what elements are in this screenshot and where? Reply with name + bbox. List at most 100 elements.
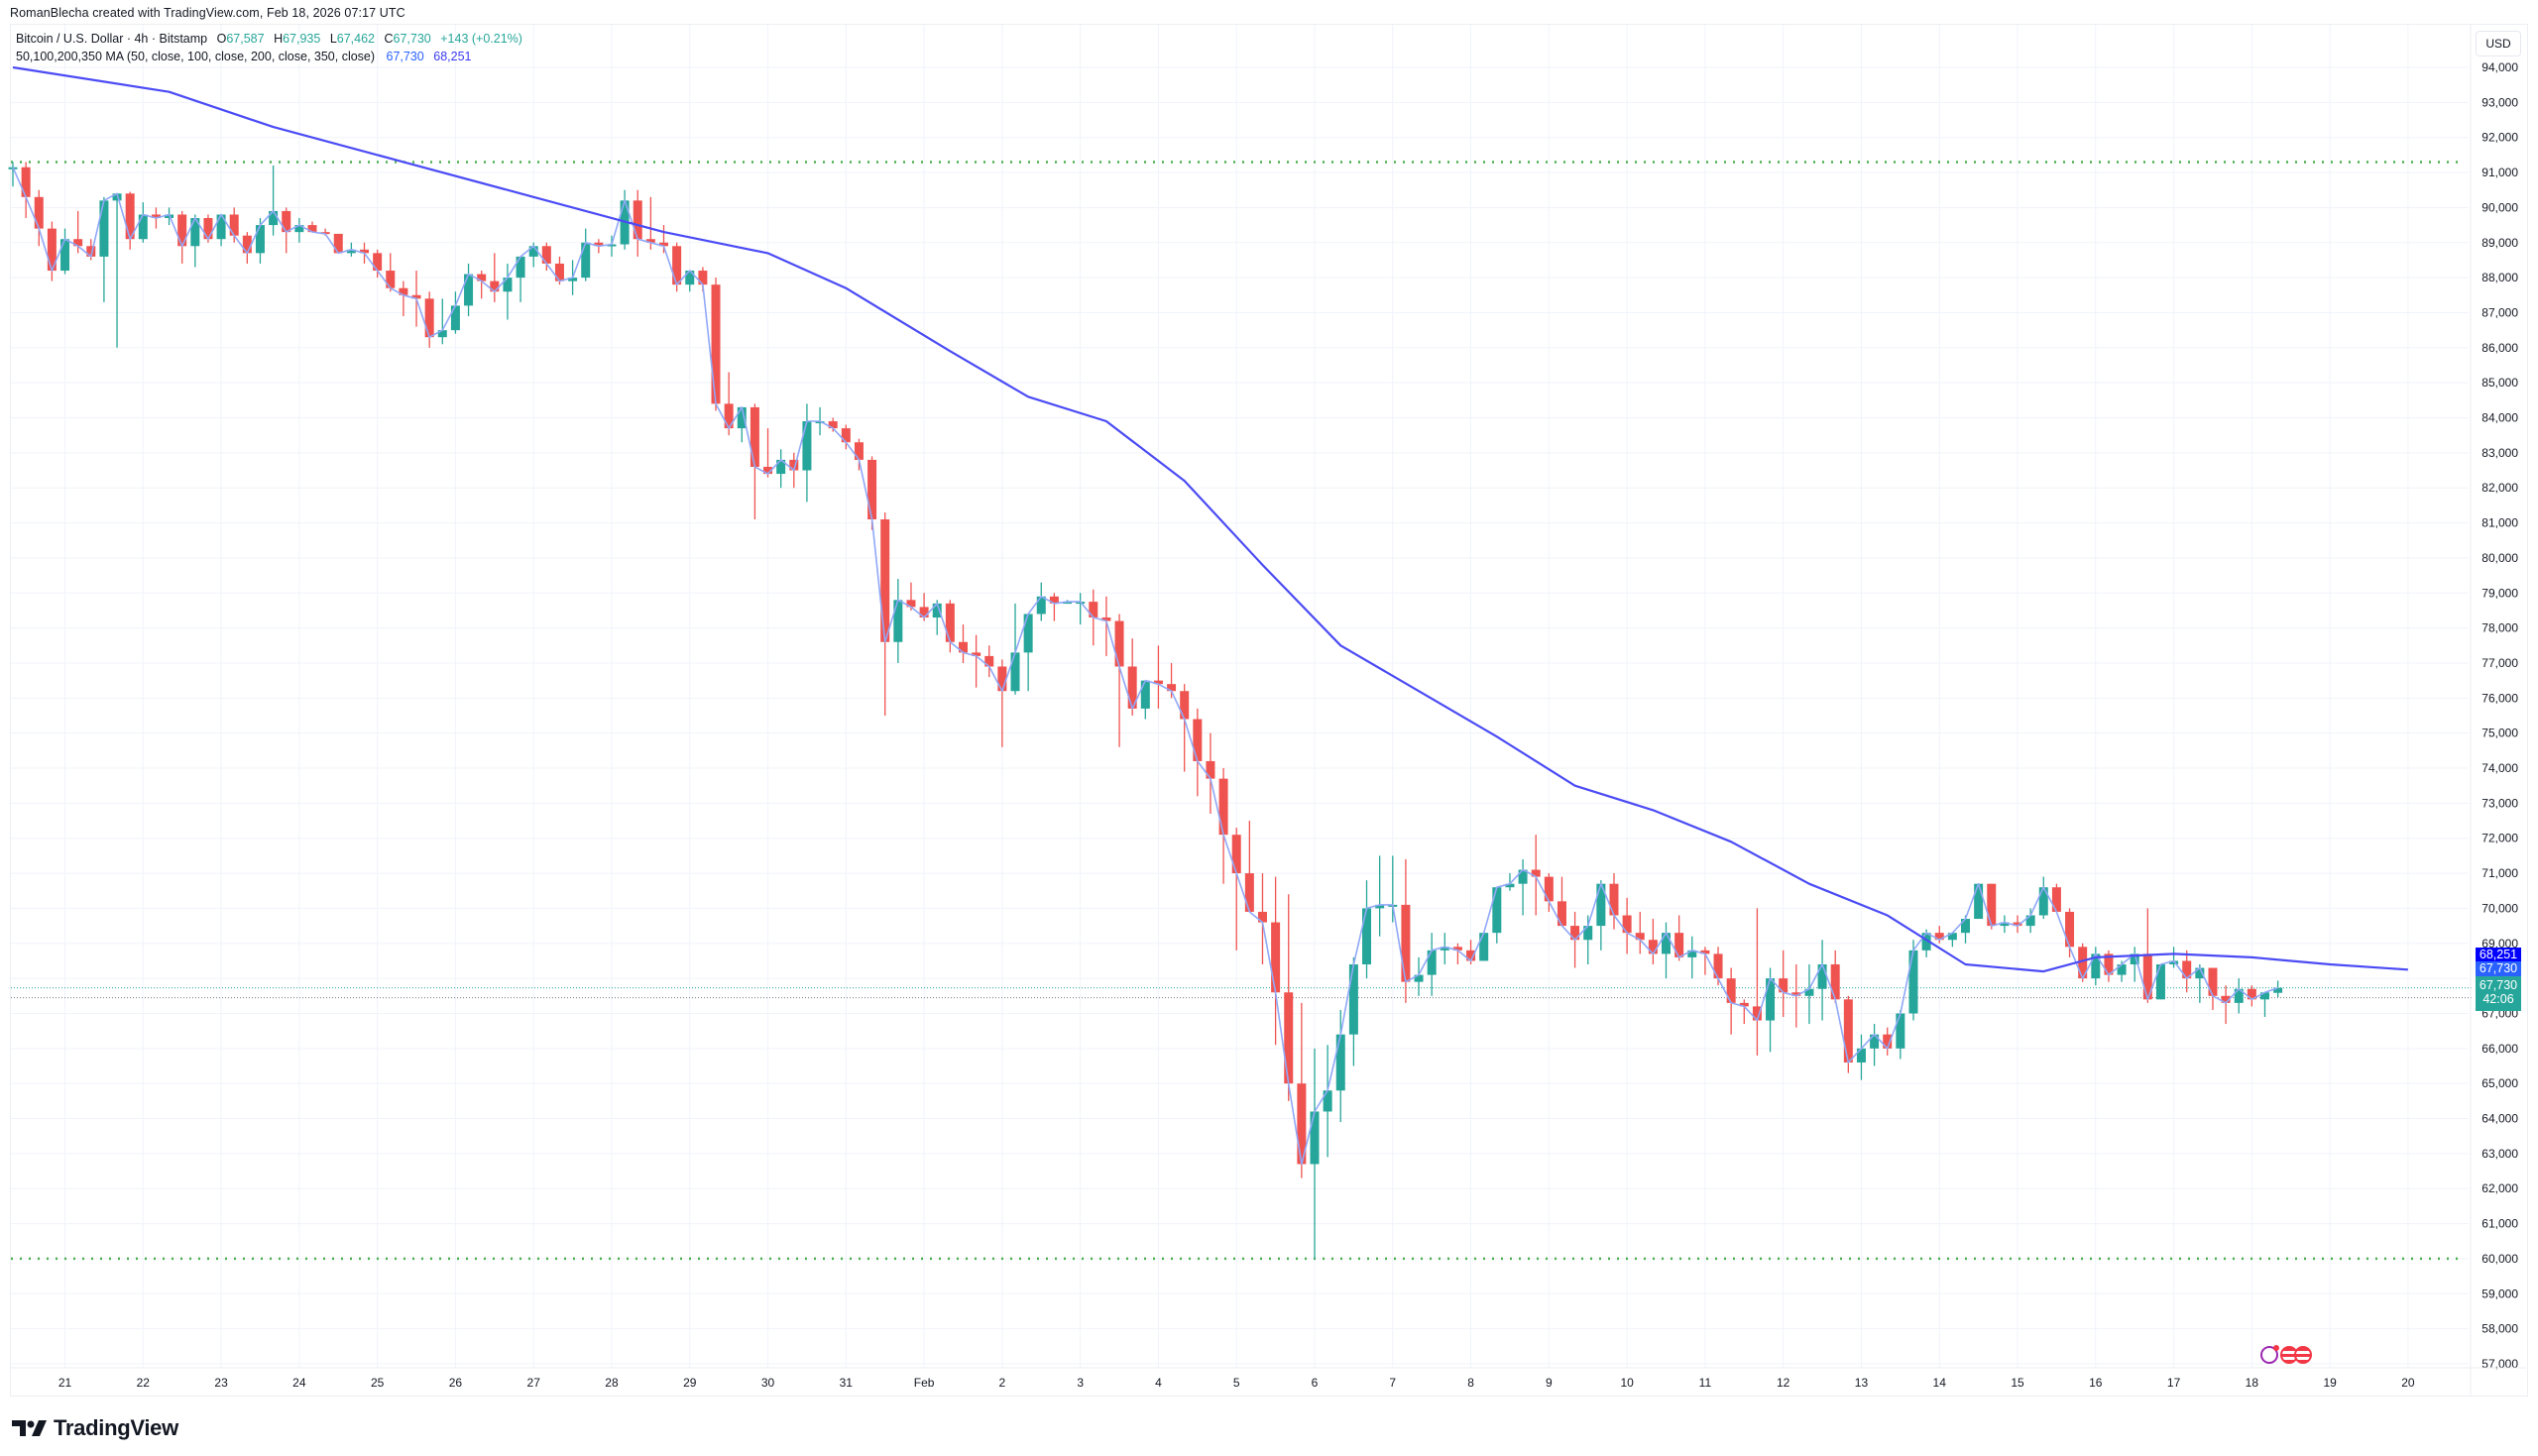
candle	[1609, 873, 1619, 930]
candle	[2234, 978, 2244, 1014]
candle	[242, 232, 252, 264]
candle	[724, 372, 734, 436]
candle	[763, 428, 773, 478]
price-tick-label: 79,000	[2481, 586, 2518, 600]
time-tick-label: 11	[1699, 1376, 1712, 1390]
candle	[2000, 915, 2010, 934]
candle	[1180, 684, 1190, 772]
grid-lines	[11, 25, 2469, 1368]
candle	[1231, 828, 1241, 951]
close-value: 67,730	[393, 32, 431, 46]
time-tick-label: 2	[999, 1376, 1006, 1390]
symbol-legend-row[interactable]: Bitcoin / U.S. Dollar · 4h · Bitstamp O6…	[16, 30, 522, 48]
time-tick-label: 29	[683, 1376, 697, 1390]
candle	[1335, 1009, 1345, 1123]
time-tick-label: 8	[1467, 1376, 1474, 1390]
horizontal-levels	[11, 161, 2474, 1261]
candle	[1662, 922, 1672, 979]
bar-countdown: 42:06	[2482, 992, 2514, 1006]
candle	[190, 214, 200, 268]
us-flag-event-icon-2[interactable]	[2294, 1346, 2312, 1364]
ma-350-line	[12, 65, 2408, 973]
candle	[1596, 880, 1606, 951]
candle	[2169, 947, 2179, 968]
candle	[854, 438, 864, 471]
time-tick-label: 31	[840, 1376, 854, 1390]
tradingview-logo[interactable]: TradingView	[12, 1415, 178, 1441]
event-markers	[2260, 1345, 2312, 1364]
candle	[1635, 911, 1645, 954]
candle	[1218, 768, 1228, 884]
candle	[1153, 645, 1163, 709]
close-label: C	[384, 32, 394, 46]
candle	[112, 193, 122, 348]
candle	[1870, 1024, 1880, 1066]
candle	[880, 511, 890, 716]
candle	[1700, 947, 1710, 975]
candle	[2104, 950, 2114, 982]
candle	[633, 189, 642, 257]
time-tick-label: 14	[1933, 1376, 1947, 1390]
candle	[490, 253, 500, 302]
price-tick-label: 59,000	[2481, 1287, 2518, 1300]
time-tick-label: 26	[449, 1376, 463, 1390]
currency-button[interactable]: USD	[2476, 31, 2521, 56]
candle	[1257, 873, 1267, 964]
price-tick-label: 61,000	[2481, 1217, 2518, 1231]
ma-350-price-tag: 68,251	[2476, 948, 2521, 961]
price-tick-label: 69,000	[2481, 937, 2518, 951]
candle	[99, 196, 109, 302]
time-tick-label: 12	[1777, 1376, 1790, 1390]
candle	[424, 291, 434, 348]
time-tick-label: 9	[1546, 1376, 1553, 1390]
candle	[1896, 1009, 1905, 1060]
candle	[645, 196, 655, 250]
candle	[1739, 999, 1749, 1025]
candle	[60, 228, 70, 275]
price-tick-label: 94,000	[2481, 60, 2518, 74]
candle	[828, 417, 838, 432]
attribution-text: RomanBlecha created with TradingView.com…	[10, 6, 405, 20]
time-tick-label: 7	[1389, 1376, 1396, 1390]
candle	[1244, 821, 1254, 912]
candle	[2078, 943, 2088, 982]
candle	[2155, 963, 2165, 1000]
price-tick-label: 62,000	[2481, 1181, 2518, 1195]
price-tick-label: 85,000	[2481, 376, 2518, 390]
candle	[1297, 1002, 1307, 1178]
open-label: O	[216, 32, 227, 46]
price-tick-label: 77,000	[2481, 656, 2518, 670]
candle	[711, 278, 721, 411]
candle	[1323, 1045, 1332, 1158]
candle	[958, 624, 968, 663]
chart-panel[interactable]	[10, 24, 2528, 1397]
candle	[1544, 873, 1554, 912]
candle	[2195, 963, 2205, 1003]
candle	[1648, 919, 1658, 964]
price-tick-label: 90,000	[2481, 200, 2518, 214]
last-price-value: 67,730	[2479, 978, 2518, 992]
candle	[1310, 1048, 1320, 1259]
candle	[1518, 858, 1528, 916]
time-tick-label: 25	[371, 1376, 385, 1390]
candle	[2091, 947, 2101, 986]
price-axis: 57,000 58,000 59,000 60,000 61,000 62,000 63,0…	[2470, 25, 2518, 1396]
candle	[1140, 680, 1150, 720]
ma-legend-row[interactable]: 50,100,200,350 MA (50, close, 100, close…	[16, 48, 522, 65]
candle	[1114, 614, 1124, 747]
candle	[1427, 933, 1437, 996]
candle	[282, 207, 291, 254]
price-tick-label: 81,000	[2481, 516, 2518, 530]
price-tick-label: 64,000	[2481, 1112, 2518, 1126]
price-tick-label: 78,000	[2481, 621, 2518, 635]
lightning-event-icon[interactable]	[2260, 1345, 2279, 1364]
candle	[541, 242, 551, 272]
candle	[1023, 614, 1033, 692]
candle	[477, 271, 487, 299]
price-tick-label: 82,000	[2481, 481, 2518, 495]
candle	[1362, 880, 1372, 979]
candle	[464, 263, 474, 316]
candle	[906, 582, 916, 611]
price-tick-label: 75,000	[2481, 727, 2518, 740]
